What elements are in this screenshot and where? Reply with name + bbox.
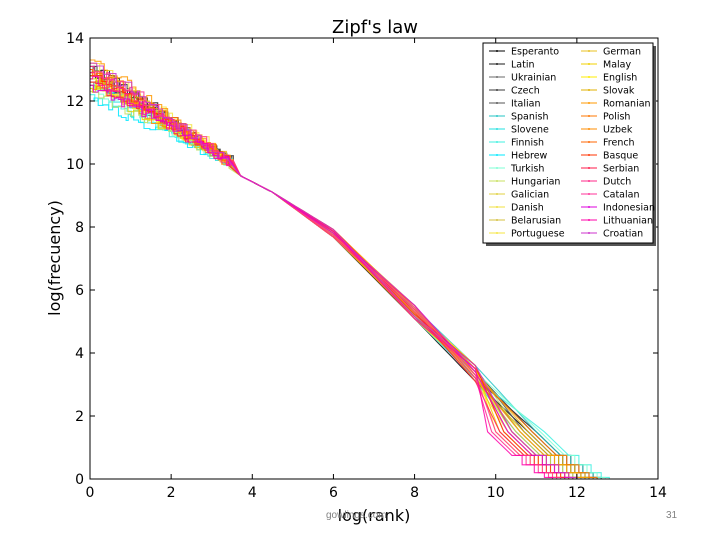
legend-marker	[496, 50, 498, 52]
legend-entry: Turkish	[510, 164, 544, 175]
legend-entry: Spanish	[511, 112, 549, 123]
legend-marker	[496, 219, 498, 221]
legend-marker	[496, 128, 498, 130]
legend-entry: Dutch	[603, 177, 631, 188]
legend-entry: Ukrainian	[511, 73, 556, 84]
series-line-croatian	[90, 62, 578, 479]
legend-entry: Danish	[511, 203, 544, 214]
legend-entry: French	[603, 138, 635, 149]
legend-entry: Latin	[511, 60, 535, 71]
legend-entry: Polish	[603, 112, 630, 123]
legend: Esperanto Latin Ukrainian Czech Italian Spani…	[482, 42, 656, 246]
legend-marker	[588, 115, 590, 117]
legend-entry: Portuguese	[511, 229, 565, 240]
legend-marker	[496, 193, 498, 195]
legend-entry: Hungarian	[511, 177, 560, 188]
x-tick-label: 12	[568, 485, 586, 501]
x-tick-label: 8	[410, 485, 419, 501]
legend-marker	[496, 76, 498, 78]
legend-box	[482, 42, 654, 244]
legend-marker	[588, 50, 590, 52]
legend-entry: Lithuanian	[603, 216, 653, 227]
series-layer	[90, 59, 610, 479]
legend-marker	[496, 141, 498, 143]
x-tick-label: 4	[248, 485, 257, 501]
legend-marker	[588, 193, 590, 195]
y-tick-label: 4	[75, 346, 84, 362]
legend-entry: Catalan	[603, 190, 639, 201]
legend-marker	[588, 206, 590, 208]
legend-marker	[496, 89, 498, 91]
x-tick-label: 2	[167, 485, 176, 501]
x-tick-label: 0	[86, 485, 95, 501]
legend-marker	[588, 141, 590, 143]
y-tick-label: 8	[75, 220, 84, 236]
legend-marker	[496, 154, 498, 156]
x-axis-label: log(rank)	[338, 506, 411, 525]
legend-entry: Belarusian	[511, 216, 561, 227]
y-tick-label: 12	[66, 94, 84, 110]
legend-entry: English	[603, 73, 637, 84]
legend-marker	[496, 180, 498, 182]
legend-entry: Romanian	[603, 99, 651, 110]
legend-entry: Slovak	[603, 86, 635, 97]
legend-entry: Serbian	[603, 164, 639, 175]
series-line-lithuanian	[90, 76, 554, 479]
y-tick-label: 0	[75, 472, 84, 488]
x-tick-label: 6	[329, 485, 338, 501]
legend-entry: Croatian	[603, 229, 643, 240]
legend-marker	[496, 102, 498, 104]
y-axis-label: log(frecuency)	[45, 200, 64, 316]
legend-entry: Hebrew	[511, 151, 548, 162]
legend-marker	[496, 232, 498, 234]
legend-marker	[588, 180, 590, 182]
legend-entry: Esperanto	[511, 47, 559, 58]
chart-title: Zipf's law	[332, 17, 418, 38]
legend-marker	[588, 102, 590, 104]
legend-marker	[588, 63, 590, 65]
legend-entry: Malay	[603, 60, 631, 71]
legend-entry: Basque	[603, 151, 638, 162]
y-tick-label: 6	[75, 283, 84, 299]
ticks-layer: 0 2 4 6 8 10 12 14 0 2 4 6 8 10 12 14	[66, 31, 667, 501]
legend-marker	[588, 232, 590, 234]
legend-entry: Indonesian	[603, 203, 655, 214]
legend-marker	[588, 154, 590, 156]
legend-entry: Galician	[511, 190, 549, 201]
legend-marker	[496, 206, 498, 208]
legend-marker	[588, 219, 590, 221]
legend-marker	[588, 167, 590, 169]
legend-marker	[588, 89, 590, 91]
legend-marker	[588, 128, 590, 130]
legend-marker	[496, 167, 498, 169]
legend-entry: Slovene	[511, 125, 549, 136]
legend-entry: Uzbek	[603, 125, 633, 136]
legend-entry: Czech	[511, 86, 540, 97]
x-tick-label: 14	[649, 485, 667, 501]
legend-marker	[496, 63, 498, 65]
page-number: 31	[666, 510, 678, 521]
plot-frame	[89, 37, 659, 480]
legend-entry: Finnish	[511, 138, 544, 149]
y-tick-label: 2	[75, 409, 84, 425]
footer-source: gowlings.com	[326, 510, 387, 521]
x-tick-label: 10	[487, 485, 505, 501]
y-tick-label: 10	[66, 157, 84, 173]
legend-marker	[496, 115, 498, 117]
y-tick-label: 14	[66, 31, 84, 47]
legend-entry: Italian	[511, 99, 540, 110]
legend-entry: German	[603, 47, 641, 58]
legend-marker	[588, 76, 590, 78]
